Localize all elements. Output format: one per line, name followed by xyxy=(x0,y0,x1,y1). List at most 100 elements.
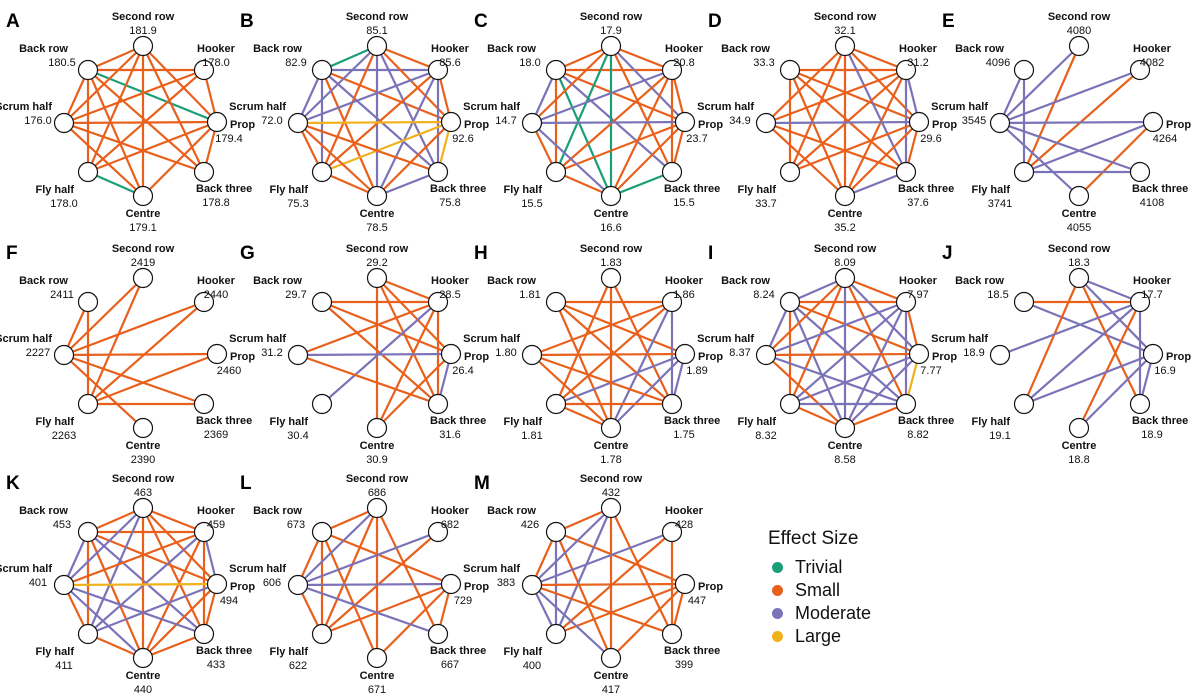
position-name: Prop xyxy=(464,581,489,593)
position-name: Fly half xyxy=(35,416,74,428)
effect-edge xyxy=(1022,276,1081,406)
effect-edge xyxy=(375,506,440,636)
effect-edge xyxy=(86,276,145,406)
effect-edge xyxy=(843,300,908,430)
effect-edge xyxy=(609,44,674,174)
position-name: Scrum half xyxy=(0,563,52,575)
position-value: 8.82 xyxy=(907,429,928,441)
panel-l: L Second row 686 Hooker 682 Prop 729 Back three… xyxy=(229,473,489,696)
effect-edge xyxy=(296,530,440,587)
position-name: Scrum half xyxy=(697,333,754,345)
effect-edge xyxy=(530,582,687,587)
effect-edge xyxy=(62,530,206,587)
position-value: 622 xyxy=(289,660,307,672)
position-name: Centre xyxy=(594,670,629,682)
position-name: Hooker xyxy=(1133,43,1172,55)
position-name: Prop xyxy=(230,581,255,593)
position-name: Fly half xyxy=(971,184,1010,196)
panel-letter: I xyxy=(708,243,713,264)
panel-letter: D xyxy=(708,11,722,32)
position-value: 4082 xyxy=(1140,57,1164,69)
position-value: 1.81 xyxy=(519,289,540,301)
position-value: 4080 xyxy=(1067,25,1091,37)
panel-c: C Second row 17.9 Hooker 20.8 Prop 23.7 Back th… xyxy=(463,11,723,234)
position-name: Hooker xyxy=(197,505,236,517)
effect-edge xyxy=(1077,120,1155,198)
position-node xyxy=(311,161,333,183)
position-node xyxy=(427,521,449,543)
position-node xyxy=(311,623,333,645)
effect-edge xyxy=(141,582,219,660)
position-name: Back three xyxy=(898,183,954,195)
position-node xyxy=(545,521,567,543)
position-name: Back three xyxy=(430,183,486,195)
position-node xyxy=(366,185,388,207)
position-node xyxy=(600,267,622,289)
position-node xyxy=(193,393,215,415)
small-dot-icon xyxy=(772,585,783,596)
position-name: Second row xyxy=(112,11,175,23)
effect-edge xyxy=(320,530,440,636)
position-value: 8.37 xyxy=(729,347,750,359)
position-value: 18.3 xyxy=(1068,257,1089,269)
position-value: 606 xyxy=(263,577,281,589)
position-name: Back three xyxy=(196,183,252,195)
position-name: Centre xyxy=(360,440,395,452)
position-node xyxy=(77,291,99,313)
effect-edge xyxy=(296,353,440,406)
position-name: Scrum half xyxy=(931,101,988,113)
effect-edge xyxy=(554,300,687,356)
position-node xyxy=(1068,35,1090,57)
position-value: 19.1 xyxy=(989,430,1010,442)
position-name: Prop xyxy=(464,351,489,363)
panel-a: A Second row 181.9 Hooker 178.0 Prop 179.4 Back… xyxy=(0,11,255,234)
effect-edge xyxy=(609,506,674,636)
position-value: 2411 xyxy=(50,289,74,301)
position-node xyxy=(779,59,801,81)
position-node xyxy=(440,573,462,595)
effect-edge xyxy=(1022,352,1155,406)
position-name: Hooker xyxy=(665,505,704,517)
position-value: 16.9 xyxy=(1154,365,1175,377)
position-node xyxy=(427,59,449,81)
position-name: Prop xyxy=(1166,119,1191,131)
legend-item-moderate: Moderate xyxy=(768,602,968,625)
position-name: Hooker xyxy=(665,43,704,55)
effect-edge xyxy=(86,44,145,174)
position-value: 85.1 xyxy=(366,25,387,37)
position-node xyxy=(600,417,622,439)
position-value: 7.77 xyxy=(920,365,941,377)
effect-edge xyxy=(998,121,1081,198)
position-value: 16.6 xyxy=(600,222,621,234)
position-node xyxy=(895,393,917,415)
position-node xyxy=(779,291,801,313)
panel-letter: G xyxy=(240,243,255,264)
position-value: 8.32 xyxy=(755,430,776,442)
position-name: Back three xyxy=(664,645,720,657)
position-value: 15.5 xyxy=(521,198,542,210)
position-name: Fly half xyxy=(503,184,542,196)
effect-edge xyxy=(1022,68,1142,174)
effect-edge xyxy=(296,300,440,357)
position-value: 23.7 xyxy=(686,133,707,145)
position-name: Centre xyxy=(360,670,395,682)
position-name: Centre xyxy=(126,440,161,452)
effect-edge xyxy=(296,583,440,636)
position-name: Back three xyxy=(196,415,252,427)
position-name: Back row xyxy=(487,43,536,55)
position-name: Scrum half xyxy=(463,101,520,113)
legend-title: Effect Size xyxy=(768,528,859,549)
position-name: Back row xyxy=(955,275,1004,287)
position-value: 433 xyxy=(207,659,225,671)
position-name: Hooker xyxy=(197,275,236,287)
effect-edge xyxy=(375,582,453,660)
position-name: Prop xyxy=(464,119,489,131)
position-name: Scrum half xyxy=(229,333,286,345)
effect-edge xyxy=(843,352,921,430)
position-value: 20.8 xyxy=(673,57,694,69)
effect-edge xyxy=(530,120,687,125)
position-name: Second row xyxy=(1048,243,1111,255)
position-value: 178.8 xyxy=(202,197,230,209)
position-node xyxy=(545,161,567,183)
effect-edge xyxy=(843,44,908,174)
